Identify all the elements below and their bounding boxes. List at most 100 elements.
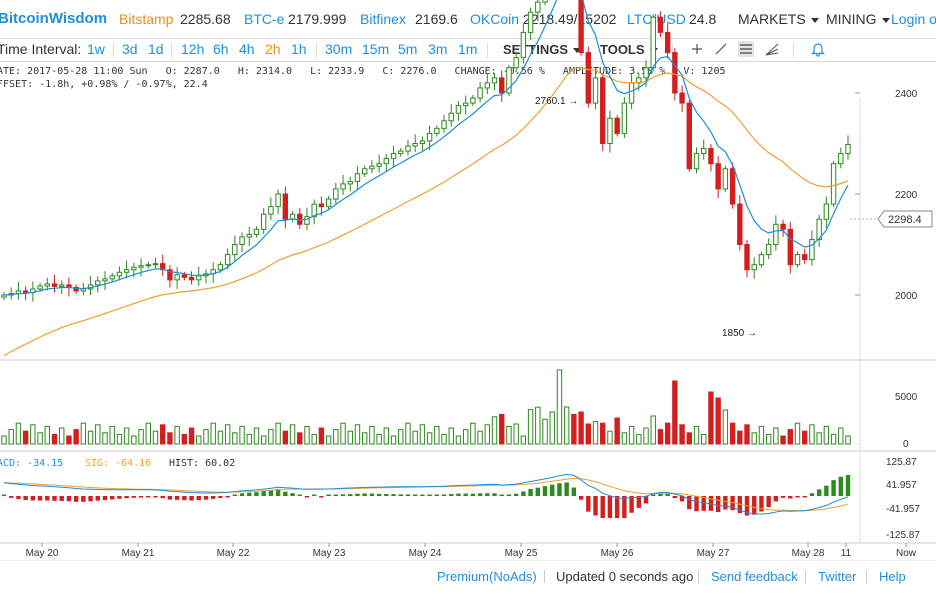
interval-6h[interactable]: 6h [213, 41, 229, 57]
candle-up [354, 173, 361, 182]
candle-down [802, 254, 808, 261]
candle-up [470, 97, 476, 104]
macd-histogram-bar [845, 475, 851, 496]
date-label: Now [896, 548, 917, 559]
interval-15m[interactable]: 15m [362, 41, 390, 57]
feedback-link[interactable]: Send feedback [711, 569, 798, 584]
exchange-ltcusd[interactable]: LTC/USD [627, 11, 686, 27]
interval-3m[interactable]: 3m [428, 41, 448, 57]
macd-histogram-bar [283, 491, 288, 496]
exchange-bitstamp[interactable]: Bitstamp [119, 11, 174, 27]
exchange-btce-price: 2179.999 [288, 11, 347, 27]
plus-icon[interactable] [689, 41, 705, 57]
volume-bar [383, 427, 390, 445]
interval-12h[interactable]: 12h [181, 41, 205, 57]
footer: Premium(NoAds) Updated 0 seconds ago Sen… [0, 560, 936, 591]
macd-histogram-bar [297, 494, 302, 496]
price-chart[interactable]: 260024002200200050000125.8741.957-41.957… [0, 0, 936, 560]
macd-histogram-bar [412, 494, 418, 496]
premium-link[interactable]: Premium(NoAds) [437, 569, 537, 584]
candle-up [722, 168, 729, 190]
exchange-bitfinex[interactable]: Bitfinex [360, 11, 406, 27]
interval-30m[interactable]: 30m [325, 41, 353, 57]
candle-down [73, 286, 79, 292]
chevron-down-icon [573, 48, 582, 54]
volume-bar [578, 411, 584, 445]
macd-histogram-bar [182, 496, 187, 501]
volume-bar [556, 369, 563, 445]
brand-logo[interactable]: BitcoinWisdom [0, 10, 108, 27]
candle-down [499, 77, 505, 94]
date-label: May 20 [26, 548, 59, 559]
interval-5m[interactable]: 5m [398, 41, 418, 57]
candle-up [44, 283, 50, 287]
line-icon[interactable] [713, 41, 729, 57]
date-label: May 22 [217, 548, 250, 559]
macd-histogram-bar [593, 496, 598, 516]
interval-1h[interactable]: 1h [291, 41, 307, 57]
candle-up [693, 153, 700, 170]
macd-histogram-bar [571, 487, 577, 496]
volume-bar [765, 433, 772, 445]
volume-bar [152, 430, 159, 445]
macd-histogram-bar [651, 494, 656, 496]
macd-histogram-bar [254, 492, 259, 496]
exchange-bitfinex-price: 2169.6 [415, 11, 458, 27]
exchange-okcoin[interactable]: OKCoin [470, 11, 520, 27]
markets-menu[interactable]: MARKETS [738, 11, 819, 27]
twitter-link[interactable]: Twitter [818, 569, 857, 584]
help-link[interactable]: Help [879, 569, 906, 584]
volume-bar [455, 435, 462, 445]
candle-down [585, 52, 592, 104]
candle-up [542, 0, 548, 3]
volume-bar [275, 422, 281, 445]
volume-bar [484, 424, 491, 445]
volume-bar [830, 433, 837, 445]
candle-down [160, 263, 166, 271]
horizontal-lines-icon[interactable] [738, 41, 754, 57]
volume-bar [600, 422, 606, 445]
volume-bar [809, 424, 815, 445]
macd-histogram-bar [780, 496, 786, 498]
update-status: Updated 0 seconds ago [556, 569, 694, 584]
macd-histogram-bar [802, 496, 807, 498]
mining-menu[interactable]: MINING [826, 11, 890, 27]
candle-down [188, 276, 195, 281]
macd-tick-label: 41.957 [886, 480, 917, 491]
bell-icon[interactable] [810, 41, 826, 57]
interval-1m[interactable]: 1m [458, 41, 478, 57]
macd-histogram-bar [420, 494, 425, 496]
macd-histogram-bar [795, 496, 800, 498]
candle-down [51, 283, 58, 287]
current-price-marker [877, 210, 933, 228]
interval-1w[interactable]: 1w [87, 41, 105, 57]
ema-fast-line [3, 0, 849, 296]
candle-up [830, 163, 837, 205]
candle-down [318, 203, 325, 208]
macd-histogram-bar [16, 496, 21, 499]
volume-bar [239, 425, 245, 445]
macd-histogram-bar [66, 496, 72, 502]
candle-up [138, 265, 144, 268]
volume-bar [794, 422, 801, 445]
settings-menu[interactable]: SETTINGS [503, 42, 582, 57]
interval-2h[interactable]: 2h [265, 41, 281, 57]
interval-1d[interactable]: 1d [148, 41, 164, 57]
exchange-btce[interactable]: BTC-e [244, 11, 285, 27]
candle-down [729, 168, 736, 205]
macd-histogram-bar [340, 494, 346, 496]
macd-line [3, 473, 849, 515]
interval-4h[interactable]: 4h [239, 41, 255, 57]
candle-down [578, 0, 584, 54]
macd-histogram-bar [369, 493, 375, 496]
login-link[interactable]: Login or [891, 11, 936, 27]
interval-3d[interactable]: 3d [122, 41, 138, 57]
candle-up [116, 271, 123, 277]
candle-up [390, 153, 397, 160]
volume-bar [426, 432, 433, 445]
candle-up [412, 143, 418, 147]
macd-histogram-bar [239, 493, 245, 496]
volume-bar [73, 429, 79, 445]
fib-icon[interactable] [764, 41, 780, 57]
volume-bar [477, 430, 483, 445]
